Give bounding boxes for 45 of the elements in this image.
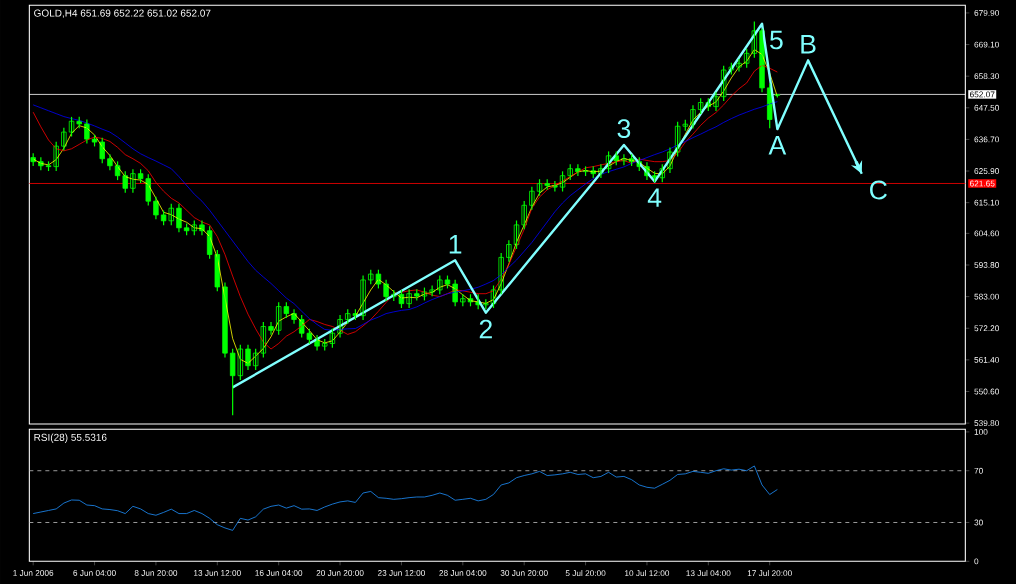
y-tick-label: 669.10 bbox=[974, 41, 999, 48]
y-tick-label: 604.60 bbox=[974, 230, 999, 237]
annotation: 4 bbox=[647, 188, 662, 207]
x-tick-label: 20 Jun 20:00 bbox=[316, 570, 364, 576]
annotation: 1 bbox=[449, 235, 462, 254]
ref-line-label: 621.65 bbox=[970, 180, 995, 187]
y-tick-label: 583.00 bbox=[974, 293, 999, 300]
x-tick-label: 6 Jun 04:00 bbox=[73, 570, 116, 576]
x-tick-label: 13 Jul 04:00 bbox=[686, 570, 731, 577]
chart-title: RSI(28) 55.5316 bbox=[34, 433, 107, 443]
annotation: B bbox=[801, 35, 816, 54]
x-tick-label: 16 Jun 04:00 bbox=[255, 570, 303, 576]
y-tick-label: 550.60 bbox=[974, 388, 999, 395]
x-tick-label: 30 Jun 20:00 bbox=[500, 570, 548, 576]
annotation: 5 bbox=[770, 30, 783, 50]
y-tick-label: 100 bbox=[974, 428, 988, 435]
annotation: 2 bbox=[479, 319, 492, 339]
y-tick-label: 636.70 bbox=[974, 136, 999, 143]
annotation: 3 bbox=[617, 119, 631, 139]
annotation: A bbox=[768, 136, 787, 155]
y-tick-label: 0 bbox=[974, 558, 979, 565]
x-tick-label: 5 Jul 20:00 bbox=[565, 570, 606, 577]
y-tick-label: 625.90 bbox=[974, 168, 999, 174]
x-tick-label: 8 Jun 20:00 bbox=[134, 570, 178, 576]
line-series bbox=[32, 465, 778, 531]
y-tick-label: 539.80 bbox=[974, 420, 999, 427]
annotation: C bbox=[870, 180, 887, 200]
x-tick-label: 17 Jul 20:00 bbox=[747, 570, 792, 577]
y-tick-label: 70 bbox=[974, 467, 983, 474]
y-tick-label: 561.40 bbox=[974, 356, 999, 363]
x-tick-label: 23 Jun 12:00 bbox=[377, 570, 425, 576]
x-tick-label: 10 Jul 12:00 bbox=[625, 570, 670, 577]
x-tick-label: 28 Jun 04:00 bbox=[439, 570, 487, 576]
chart-title: GOLD,H4 651.69 652.22 651.02 652.07 bbox=[34, 9, 211, 18]
ref-line-label: 652.07 bbox=[970, 91, 995, 98]
x-tick-label: 1 Jun 2006 bbox=[13, 570, 54, 576]
y-tick-label: 593.80 bbox=[974, 262, 999, 268]
y-tick-label: 572.20 bbox=[974, 325, 999, 332]
y-tick-label: 30 bbox=[974, 519, 983, 526]
y-tick-label: 679.90 bbox=[974, 10, 999, 16]
candlestick bbox=[437, 274, 443, 295]
x-tick-label: 13 Jun 12:00 bbox=[194, 570, 241, 576]
y-tick-label: 615.10 bbox=[974, 199, 999, 206]
y-tick-label: 658.30 bbox=[974, 73, 999, 80]
y-tick-label: 647.50 bbox=[974, 104, 999, 111]
